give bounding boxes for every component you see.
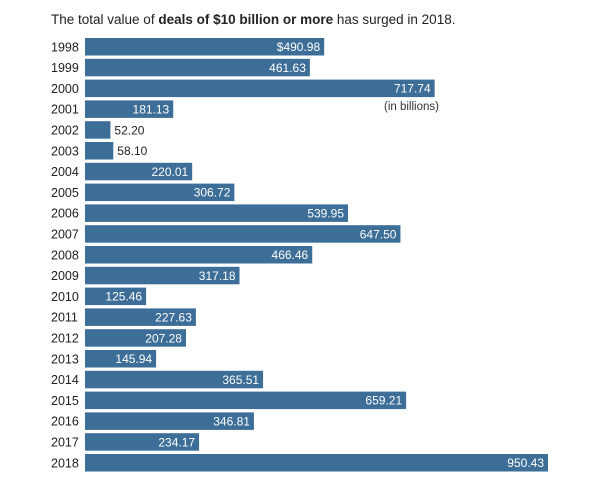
year-label-2011: 2011 [51,311,78,325]
year-label-2010: 2010 [51,290,79,304]
bar-2016 [85,412,254,430]
value-label-2017: 234.17 [158,435,195,449]
year-label-2014: 2014 [51,373,79,387]
bar-1999 [85,58,310,77]
bar-2011 [85,308,196,326]
value-label-2003: 58.10 [117,144,147,158]
year-label-1998: 1998 [51,40,79,54]
chart-title-bold: deals of $10 billion or more [158,12,334,27]
year-label-1999: 1999 [51,61,79,75]
value-label-2002: 52.20 [114,123,144,137]
value-label-2008: 466.46 [272,248,309,262]
value-label-2000: 717.74 [394,82,431,96]
value-label-2005: 306.72 [194,186,231,200]
year-label-2015: 2015 [51,394,79,408]
year-label-2005: 2005 [51,186,79,200]
year-label-2013: 2013 [51,352,79,366]
bar-2013 [85,350,157,368]
bar-1998 [85,38,325,56]
chart-title-prefix: The total value of [51,12,159,27]
value-label-2018: 950.43 [507,456,544,470]
value-label-2001: 181.13 [133,102,170,116]
value-label-1999: 461.63 [269,61,306,75]
value-label-2013: 145.94 [115,352,152,366]
bar-2018 [85,454,548,472]
bar-2009 [85,266,240,285]
year-label-2007: 2007 [51,227,79,241]
value-label-2012: 207.28 [145,331,182,345]
value-label-2007: 647.50 [360,227,397,241]
bar-2012 [85,329,186,347]
year-label-2003: 2003 [51,144,79,158]
year-label-2017: 2017 [51,435,79,449]
year-label-2000: 2000 [51,82,79,96]
bar-2008 [85,246,313,264]
bar-2003 [85,142,114,160]
bar-2000 [85,79,435,98]
value-label-2014: 365.51 [222,373,259,387]
bar-2006 [85,204,349,222]
year-label-2018: 2018 [51,456,79,470]
year-label-2001: 2001 [51,103,79,117]
year-label-2006: 2006 [51,207,79,221]
bar-2014 [85,370,264,389]
year-label-2002: 2002 [51,123,79,137]
bar-2015 [85,391,407,410]
bar-2005 [85,183,235,202]
bar-2004 [85,162,193,181]
year-label-2016: 2016 [51,415,79,429]
value-label-2004: 220.01 [151,165,188,179]
bar-2010 [85,287,147,306]
year-label-2012: 2012 [51,331,79,345]
chart-title-suffix: has surged in 2018. [333,12,456,27]
bar-2001 [85,100,174,118]
bar-2017 [85,433,200,451]
value-label-2009: 317.18 [199,269,236,283]
bar-2002 [85,121,111,139]
value-label-2011: 227.63 [155,310,192,324]
unit-note: (in billions) [384,101,439,113]
year-label-2004: 2004 [51,165,79,179]
chart-title: The total value of deals of $10 billion … [51,12,455,27]
year-label-2009: 2009 [51,269,79,283]
value-label-2015: 659.21 [365,394,402,408]
value-label-1998: $490.98 [277,40,321,54]
value-label-2010: 125.46 [105,290,142,304]
bar-2007 [85,225,401,243]
value-label-2006: 539.95 [307,206,344,220]
year-label-2008: 2008 [51,248,79,262]
value-label-2016: 346.81 [213,414,250,428]
